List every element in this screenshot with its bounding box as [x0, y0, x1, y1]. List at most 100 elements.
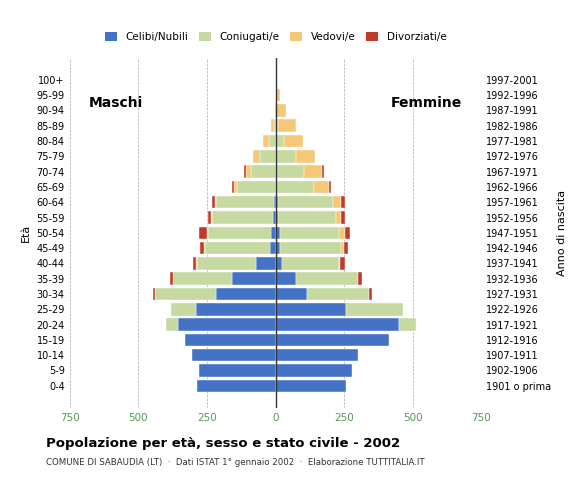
Bar [278, 196, 332, 208]
Bar [256, 257, 276, 270]
Bar [251, 165, 276, 178]
Bar [216, 288, 276, 300]
Bar [341, 211, 345, 224]
Bar [276, 73, 277, 86]
Bar [207, 227, 208, 239]
Bar [274, 196, 276, 208]
Bar [341, 242, 344, 254]
Bar [276, 257, 282, 270]
Bar [276, 89, 280, 101]
Bar [284, 135, 303, 147]
Y-axis label: Anno di nascita: Anno di nascita [557, 190, 567, 276]
Bar [192, 349, 276, 361]
Bar [322, 165, 324, 178]
Bar [276, 242, 281, 254]
Bar [276, 211, 278, 224]
Bar [282, 257, 339, 270]
Bar [231, 180, 234, 193]
Bar [276, 165, 304, 178]
Bar [344, 242, 348, 254]
Bar [281, 242, 341, 254]
Bar [296, 150, 316, 163]
Bar [276, 227, 280, 239]
Bar [198, 364, 276, 377]
Bar [336, 211, 341, 224]
Bar [358, 273, 362, 285]
Text: COMUNE DI SABAUDIA (LT)  ·  Dati ISTAT 1° gennaio 2002  ·  Elaborazione TUTTITAL: COMUNE DI SABAUDIA (LT) · Dati ISTAT 1° … [46, 458, 425, 468]
Text: Maschi: Maschi [89, 96, 143, 110]
Bar [270, 242, 276, 254]
Bar [193, 257, 197, 270]
Bar [276, 120, 278, 132]
Bar [197, 380, 276, 392]
Bar [212, 211, 273, 224]
Bar [153, 288, 155, 300]
Bar [216, 196, 274, 208]
Bar [215, 196, 216, 208]
Bar [171, 303, 196, 315]
Bar [307, 288, 369, 300]
Bar [296, 273, 358, 285]
Y-axis label: Età: Età [21, 224, 31, 242]
Bar [314, 180, 329, 193]
Bar [329, 180, 331, 193]
Bar [271, 227, 275, 239]
Bar [237, 180, 276, 193]
Bar [185, 334, 276, 346]
Bar [253, 150, 260, 163]
Bar [234, 180, 237, 193]
Text: Femmine: Femmine [391, 96, 462, 110]
Bar [208, 227, 271, 239]
Bar [260, 150, 276, 163]
Bar [276, 196, 278, 208]
Bar [271, 120, 274, 132]
Bar [208, 211, 211, 224]
Bar [205, 242, 270, 254]
Bar [212, 196, 215, 208]
Bar [199, 227, 207, 239]
Bar [399, 318, 415, 331]
Bar [276, 364, 353, 377]
Bar [197, 257, 256, 270]
Legend: Celibi/Nubili, Coniugati/e, Vedovi/e, Divorziati/e: Celibi/Nubili, Coniugati/e, Vedovi/e, Di… [100, 28, 451, 46]
Bar [342, 196, 345, 208]
Bar [173, 273, 231, 285]
Bar [276, 104, 286, 117]
Bar [276, 349, 358, 361]
Bar [339, 227, 345, 239]
Bar [170, 273, 173, 285]
Bar [278, 120, 296, 132]
Bar [263, 135, 269, 147]
Bar [276, 180, 314, 193]
Bar [276, 273, 296, 285]
Bar [346, 303, 403, 315]
Bar [340, 257, 345, 270]
Bar [166, 318, 178, 331]
Bar [345, 227, 350, 239]
Bar [276, 150, 296, 163]
Bar [274, 120, 276, 132]
Bar [155, 288, 216, 300]
Bar [304, 165, 322, 178]
Bar [276, 303, 346, 315]
Bar [269, 135, 276, 147]
Bar [204, 242, 205, 254]
Bar [280, 227, 339, 239]
Bar [278, 211, 336, 224]
Bar [231, 273, 276, 285]
Bar [276, 334, 389, 346]
Bar [276, 135, 284, 147]
Text: Popolazione per età, sesso e stato civile - 2002: Popolazione per età, sesso e stato civil… [46, 437, 401, 450]
Bar [178, 318, 276, 331]
Bar [273, 211, 275, 224]
Bar [200, 242, 204, 254]
Bar [369, 288, 372, 300]
Bar [211, 211, 212, 224]
Bar [246, 165, 251, 178]
Bar [339, 257, 340, 270]
Bar [276, 318, 399, 331]
Bar [276, 288, 307, 300]
Bar [332, 196, 342, 208]
Bar [245, 165, 246, 178]
Bar [276, 380, 346, 392]
